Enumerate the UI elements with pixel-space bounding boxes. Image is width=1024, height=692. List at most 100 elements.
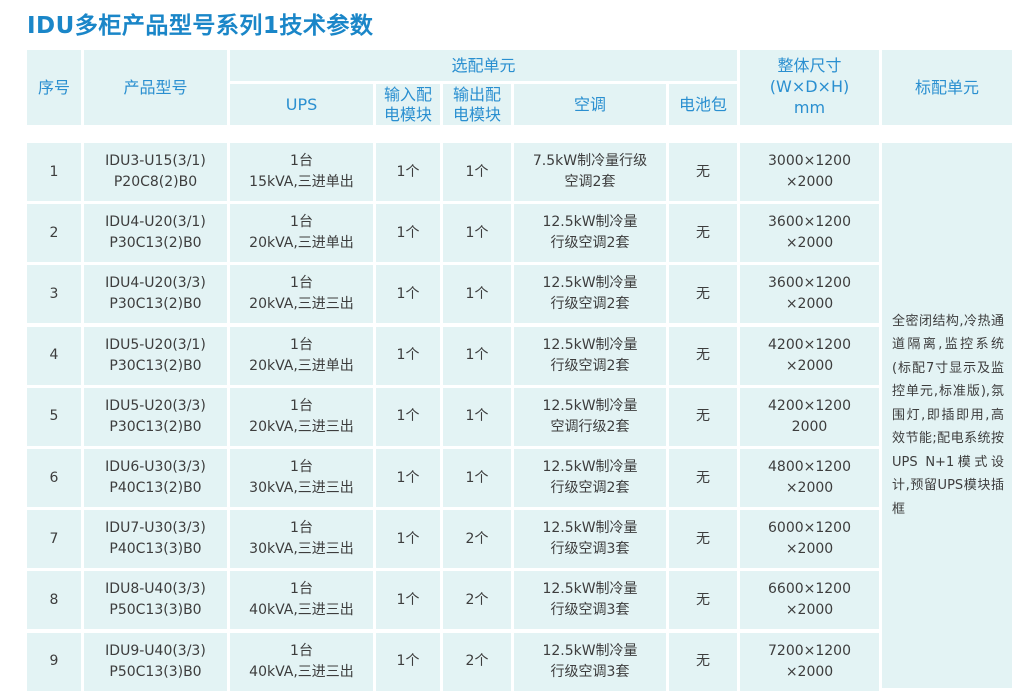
cell-ups-line: 1台: [290, 520, 313, 537]
cell-ac-line: 12.5kW制冷量: [542, 275, 638, 292]
cell-size: 6600×1200 ×2000: [740, 571, 879, 630]
cell-ac: 12.5kW制冷量 行级空调2套: [514, 265, 666, 324]
cell-model-line: P30C13(2)B0: [109, 235, 202, 252]
cell-ups-line: 1台: [290, 214, 313, 231]
cell-ac: 12.5kW制冷量 行级空调3套: [514, 571, 666, 630]
cell-ac: 12.5kW制冷量 行级空调3套: [514, 632, 666, 691]
cell-battery: 无: [669, 143, 737, 201]
cell-ac-line: 12.5kW制冷量: [542, 336, 638, 353]
cell-ac-line: 12.5kW制冷量: [542, 397, 638, 414]
cell-ups-line: 1台: [290, 275, 313, 292]
cell-ups-line: 1台: [290, 459, 313, 475]
cell-ac-line: 行级空调2套: [550, 480, 630, 496]
cell-output-module: 1个: [443, 204, 511, 263]
cell-ups: 1台 40kVA,三进三出: [230, 571, 373, 630]
cell-ups: 1台 20kVA,三进单出: [230, 326, 373, 385]
cell-ac: 12.5kW制冷量 行级空调3套: [514, 510, 666, 569]
cell-output-module: 2个: [443, 510, 511, 569]
cell-ups-line: 1台: [290, 397, 313, 414]
cell-seq: 7: [27, 510, 81, 569]
cell-ups: 1台 20kVA,三进三出: [230, 265, 373, 324]
cell-size: 3000×1200 ×2000: [740, 143, 879, 201]
cell-ups-line: 1台: [290, 153, 313, 169]
cell-ups-line: 1台: [290, 336, 313, 353]
cell-size: 4200×1200 ×2000: [740, 326, 879, 385]
cell-model-line: IDU5-U20(3/3): [105, 397, 206, 414]
header-output-module: 输出配 电模块: [443, 84, 511, 125]
cell-ups-line: 40kVA,三进三出: [249, 663, 354, 680]
cell-size-line: 3600×1200: [768, 214, 851, 231]
header-optional-group: 选配单元: [230, 50, 737, 81]
cell-input-module: 1个: [376, 265, 440, 324]
header-standard: 标配单元: [882, 50, 1012, 125]
header-battery: 电池包: [669, 84, 737, 125]
cell-ac-line: 空调行级2套: [550, 418, 630, 435]
cell-size-line: ×2000: [785, 541, 834, 558]
cell-size-line: 7200×1200: [768, 642, 851, 659]
cell-ac-line: 12.5kW制冷量: [542, 520, 638, 537]
header-size-line: 整体尺寸: [777, 56, 842, 76]
cell-seq: 1: [27, 143, 81, 201]
cell-battery: 无: [669, 449, 737, 507]
cell-battery: 无: [669, 387, 737, 446]
cell-seq: 8: [27, 571, 81, 630]
cell-model-line: IDU8-U40(3/3): [105, 581, 206, 598]
cell-size-line: 3600×1200: [768, 275, 851, 292]
cell-ac: 7.5kW制冷量行级 空调2套: [514, 143, 666, 201]
cell-size-line: ×2000: [785, 296, 834, 313]
cell-size-line: ×2000: [785, 174, 834, 190]
cell-model-line: IDU6-U30(3/3): [105, 459, 206, 475]
cell-ups-line: 30kVA,三进三出: [249, 480, 354, 496]
cell-model-line: IDU5-U20(3/1): [105, 336, 206, 353]
cell-ac: 12.5kW制冷量 行级空调2套: [514, 204, 666, 263]
cell-size: 4800×1200 ×2000: [740, 449, 879, 507]
cell-model-line: P40C13(3)B0: [109, 541, 202, 558]
header-input-module: 输入配 电模块: [376, 84, 440, 125]
cell-seq: 2: [27, 204, 81, 263]
cell-ac: 12.5kW制冷量 行级空调2套: [514, 326, 666, 385]
cell-ac-line: 空调2套: [564, 174, 616, 190]
cell-ac-line: 行级空调3套: [550, 541, 630, 558]
cell-size: 3600×1200 ×2000: [740, 204, 879, 263]
cell-model-line: P30C13(2)B0: [109, 296, 202, 313]
cell-ac-line: 12.5kW制冷量: [542, 214, 638, 231]
cell-ac-line: 12.5kW制冷量: [542, 642, 638, 659]
cell-ups-line: 1台: [290, 581, 313, 598]
cell-battery: 无: [669, 326, 737, 385]
cell-seq: 9: [27, 632, 81, 691]
header-seq: 序号: [27, 50, 81, 125]
header-model: 产品型号: [84, 50, 227, 125]
cell-ups: 1台 30kVA,三进三出: [230, 449, 373, 507]
spec-table: 序号 产品型号 选配单元 整体尺寸 (W×D×H) mm 标配单元 UPS 输入…: [27, 50, 1012, 691]
cell-ac: 12.5kW制冷量 行级空调2套: [514, 449, 666, 507]
cell-model: IDU6-U30(3/3) P40C13(2)B0: [84, 449, 227, 507]
cell-size: 7200×1200 ×2000: [740, 632, 879, 691]
cell-size-line: ×2000: [785, 663, 834, 680]
cell-input-module: 1个: [376, 510, 440, 569]
cell-ups: 1台 15kVA,三进单出: [230, 143, 373, 201]
cell-seq: 4: [27, 326, 81, 385]
header-size-line: (W×D×H): [769, 77, 850, 97]
cell-ac-line: 行级空调2套: [550, 296, 630, 313]
header-ups: UPS: [230, 84, 373, 125]
cell-size-line: ×2000: [785, 235, 834, 252]
cell-model-line: IDU3-U15(3/1): [105, 153, 206, 169]
cell-battery: 无: [669, 632, 737, 691]
cell-input-module: 1个: [376, 204, 440, 263]
cell-ups-line: 20kVA,三进单出: [249, 235, 354, 252]
cell-ups-line: 40kVA,三进三出: [249, 602, 354, 619]
cell-ac-line: 行级空调2套: [550, 357, 630, 374]
cell-model-line: IDU4-U20(3/3): [105, 275, 206, 292]
cell-ups: 1台 40kVA,三进三出: [230, 632, 373, 691]
cell-size-line: 4800×1200: [768, 459, 851, 475]
cell-model: IDU8-U40(3/3) P50C13(3)B0: [84, 571, 227, 630]
cell-model: IDU3-U15(3/1) P20C8(2)B0: [84, 143, 227, 201]
cell-model-line: P20C8(2)B0: [113, 174, 198, 190]
cell-size-line: 4200×1200: [768, 336, 851, 353]
cell-ac-line: 12.5kW制冷量: [542, 581, 638, 598]
cell-output-module: 2个: [443, 632, 511, 691]
cell-size: 3600×1200 ×2000: [740, 265, 879, 324]
cell-size-line: 6600×1200: [768, 581, 851, 598]
cell-input-module: 1个: [376, 387, 440, 446]
cell-size-line: 6000×1200: [768, 520, 851, 537]
